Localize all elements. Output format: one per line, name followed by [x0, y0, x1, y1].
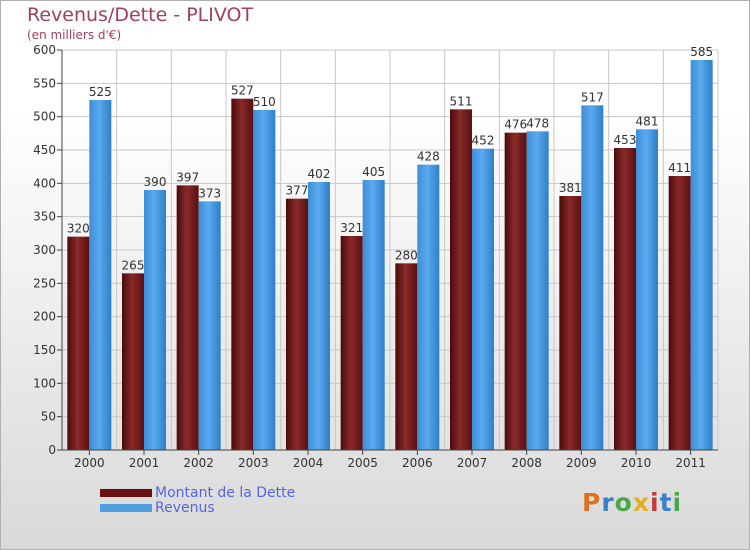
bar-revenus [89, 100, 112, 450]
data-label-revenus: 405 [362, 165, 385, 179]
data-label-dette: 411 [668, 161, 691, 175]
x-tick-label: 2002 [183, 456, 214, 470]
data-label-revenus: 390 [144, 175, 167, 189]
data-label-dette: 321 [340, 221, 363, 235]
bar-revenus [472, 148, 494, 450]
bar-revenus [417, 164, 440, 450]
data-label-revenus: 510 [253, 95, 276, 109]
y-tick-label: 300 [33, 243, 56, 257]
bar-revenus [690, 60, 713, 450]
x-tick-label: 2011 [675, 456, 706, 470]
logo-letter: i [672, 488, 683, 517]
y-tick-label: 0 [48, 443, 56, 457]
bar-revenus [308, 182, 330, 450]
data-label-revenus: 478 [526, 116, 549, 130]
data-label-revenus: 481 [636, 114, 659, 128]
legend-label-dette: Montant de la Dette [155, 485, 296, 501]
y-tick-label: 400 [33, 176, 56, 190]
x-tick-label: 2006 [402, 456, 433, 470]
bar-dette [286, 198, 308, 450]
data-label-revenus: 373 [198, 186, 221, 200]
y-tick-label: 600 [33, 43, 56, 57]
data-label-dette: 476 [504, 118, 527, 132]
legend-label-revenus: Revenus [155, 500, 215, 516]
bar-revenus [253, 110, 276, 450]
data-label-dette: 511 [450, 94, 473, 108]
y-tick-label: 500 [33, 110, 56, 124]
y-tick-label: 50 [41, 410, 56, 424]
bar-dette [450, 109, 472, 450]
bar-revenus [526, 131, 549, 451]
bar-dette [67, 236, 90, 450]
data-label-dette: 265 [122, 258, 145, 272]
y-tick-label: 100 [33, 376, 56, 390]
x-tick-label: 2000 [74, 456, 105, 470]
x-tick-label: 2010 [621, 456, 652, 470]
bar-revenus [362, 180, 385, 450]
x-tick-label: 2009 [566, 456, 597, 470]
data-label-dette: 280 [395, 248, 418, 262]
bar-revenus [144, 190, 166, 450]
bar-dette [668, 176, 691, 450]
logo-letter: x [632, 488, 650, 517]
data-label-revenus: 525 [89, 85, 112, 99]
bar-dette [614, 148, 636, 450]
bar-revenus [198, 201, 221, 450]
data-label-revenus: 428 [417, 150, 440, 164]
x-tick-label: 2003 [238, 456, 269, 470]
bar-revenus [581, 105, 604, 450]
data-label-revenus: 585 [690, 45, 713, 59]
bar-dette [559, 196, 582, 450]
bar-dette [122, 273, 144, 450]
y-tick-label: 250 [33, 276, 56, 290]
y-tick-label: 550 [33, 76, 56, 90]
logo-letter: r [601, 488, 615, 517]
data-label-dette: 397 [176, 170, 199, 184]
bar-dette [504, 132, 527, 450]
data-label-revenus: 402 [308, 167, 331, 181]
data-label-dette: 527 [231, 84, 254, 98]
legend-swatch-revenus [100, 504, 152, 512]
logo-letter: t [659, 488, 673, 517]
bar-dette [340, 236, 363, 450]
data-label-dette: 453 [614, 133, 637, 147]
x-tick-label: 2001 [129, 456, 160, 470]
data-label-revenus: 517 [581, 90, 604, 104]
y-tick-label: 200 [33, 310, 56, 324]
bar-dette [176, 185, 199, 451]
y-tick-label: 450 [33, 143, 56, 157]
bar-dette [395, 263, 418, 450]
y-tick-label: 350 [33, 210, 56, 224]
data-label-dette: 377 [286, 184, 309, 198]
chart-title: Revenus/Dette - PLIVOT [27, 4, 254, 26]
x-tick-label: 2007 [457, 456, 488, 470]
logo-letter: o [614, 488, 633, 517]
x-tick-label: 2004 [293, 456, 324, 470]
data-label-dette: 320 [67, 222, 90, 236]
legend-swatch-dette [100, 489, 152, 497]
logo-letter: P [582, 488, 602, 517]
chart-subtitle: (en milliers d'€) [27, 28, 122, 42]
y-tick-label: 150 [33, 343, 56, 357]
data-label-revenus: 452 [472, 134, 495, 148]
x-tick-label: 2005 [347, 456, 378, 470]
proxiti-logo: Proxiti [582, 488, 682, 517]
data-label-dette: 381 [559, 181, 582, 195]
bar-dette [231, 98, 254, 451]
logo-letter: i [650, 488, 660, 517]
bar-revenus [636, 129, 658, 451]
x-tick-label: 2008 [511, 456, 542, 470]
